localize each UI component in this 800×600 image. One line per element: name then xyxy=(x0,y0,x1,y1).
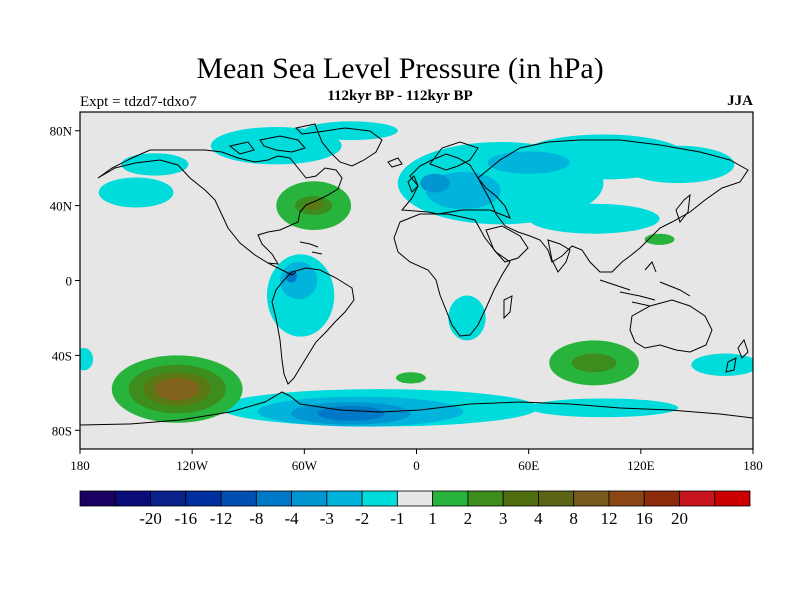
anomaly-europe-neg3 xyxy=(420,173,451,193)
colorbar-label: 12 xyxy=(600,509,617,528)
lon-tick-label: 0 xyxy=(413,458,420,473)
lon-tick-label: 120E xyxy=(627,458,655,473)
colorbar-swatch xyxy=(114,490,151,507)
colorbar: -20 -16 -12 -8 -4 -3 -2 -1 1 2 3 4 8 12 16 20 xyxy=(79,490,751,528)
axis-ticks: 80N 40N 0 40S 80S 180 120W 60W 0 60E 120E 180 xyxy=(50,124,763,473)
colorbar-swatch xyxy=(643,490,680,507)
lon-tick-label: 120W xyxy=(176,458,209,473)
anomaly-alaska-neg xyxy=(121,153,189,176)
anomaly-south-pacific-pos4 xyxy=(154,377,200,401)
colorbar-swatch xyxy=(255,490,292,507)
coastline-africa xyxy=(393,213,511,337)
anomaly-weddell-neg4 xyxy=(317,405,385,421)
coastlines xyxy=(80,123,753,426)
map-subtitle: 112kyr BP - 112kyr BP xyxy=(327,88,473,104)
anomaly-south-indian-pos2 xyxy=(571,353,617,373)
lon-tick-label: 180 xyxy=(743,458,763,473)
lat-tick-label: 80N xyxy=(50,124,73,139)
anomaly-canada-arctic-neg xyxy=(210,126,342,165)
coastline-uk xyxy=(387,157,419,193)
colorbar-swatch xyxy=(538,490,575,507)
page-title: Mean Sea Level Pressure (in hPa) xyxy=(196,52,604,85)
colorbar-label: 8 xyxy=(569,509,578,528)
coastline-north-america xyxy=(97,149,343,265)
anomaly-southern-africa-neg xyxy=(448,295,486,341)
anomaly-east-siberia-neg xyxy=(622,145,735,184)
coastline-greenland xyxy=(317,127,383,167)
coastline-new-zealand xyxy=(725,338,749,373)
anomaly-south-indian-ocean-neg xyxy=(528,398,679,418)
colorbar-label: 16 xyxy=(636,509,653,528)
colorbar-swatch xyxy=(573,490,610,507)
anomaly-greenland-north-neg xyxy=(304,121,398,141)
colorbar-label: 3 xyxy=(499,509,508,528)
colorbar-swatch xyxy=(326,490,363,507)
colorbar-label: -20 xyxy=(139,509,162,528)
coastline-india xyxy=(547,239,571,273)
lat-tick-label: 80S xyxy=(52,423,72,438)
coastline-south-america xyxy=(271,267,355,385)
colorbar-swatch xyxy=(467,490,504,507)
lat-tick-label: 40S xyxy=(52,348,72,363)
colorbar-swatch xyxy=(79,490,116,507)
colorbar-swatch xyxy=(361,490,398,507)
colorbar-swatch xyxy=(150,490,187,507)
colorbar-swatch xyxy=(608,490,645,507)
lon-tick-label: 180 xyxy=(70,458,90,473)
colorbar-label: -16 xyxy=(174,509,197,528)
colorbar-label: -1 xyxy=(390,509,404,528)
colorbar-label: -8 xyxy=(249,509,263,528)
colorbar-swatch xyxy=(291,490,328,507)
anomaly-south-america-neg2 xyxy=(280,261,318,300)
colorbar-label: 20 xyxy=(671,509,688,528)
coastline-madagascar xyxy=(503,295,513,320)
colorbar-label: -12 xyxy=(210,509,233,528)
colorbar-label: -4 xyxy=(284,509,299,528)
colorbar-label: 4 xyxy=(534,509,543,528)
anomaly-south-indian-neg xyxy=(691,353,753,376)
season-label: JJA xyxy=(727,93,753,109)
coastline-antarctica xyxy=(80,391,753,426)
colorbar-label: 1 xyxy=(428,509,437,528)
coastline-asia xyxy=(477,139,749,273)
colorbar-swatch xyxy=(714,490,751,507)
anomaly-siberia-neg2 xyxy=(487,151,570,174)
colorbar-label: 2 xyxy=(464,509,473,528)
colorbar-swatch xyxy=(502,490,539,507)
anomaly-south-atlantic-pos xyxy=(395,372,426,384)
colorbar-swatch xyxy=(396,490,434,507)
coastline-scandinavia xyxy=(429,141,479,171)
colorbar-label: -3 xyxy=(320,509,334,528)
colorbar-swatch xyxy=(679,490,716,507)
lon-tick-label: 60W xyxy=(292,458,318,473)
lat-tick-label: 40N xyxy=(50,199,73,214)
coastline-europe xyxy=(400,153,511,219)
anomaly-north-pacific-neg xyxy=(98,177,174,208)
coastline-japan xyxy=(675,193,691,224)
colorbar-swatch xyxy=(220,490,257,507)
coastline-australia xyxy=(629,299,713,353)
lon-tick-label: 60E xyxy=(518,458,539,473)
coastline-central-america xyxy=(267,241,323,276)
experiment-label: Expt = tdzd7-tdxo7 xyxy=(80,94,197,110)
anomaly-south-pacific-west-neg xyxy=(80,347,94,371)
coastline-arabia xyxy=(485,225,529,263)
anomaly-asia-monsoon-neg xyxy=(528,203,660,234)
coastline-indonesia xyxy=(599,261,691,307)
colorbar-swatch xyxy=(432,490,469,507)
lat-tick-label: 0 xyxy=(66,274,73,289)
colorbar-swatch xyxy=(185,490,222,507)
coastline-arctic-islands xyxy=(228,123,319,155)
anomaly-regions xyxy=(80,121,753,427)
colorbar-label: -2 xyxy=(355,509,369,528)
